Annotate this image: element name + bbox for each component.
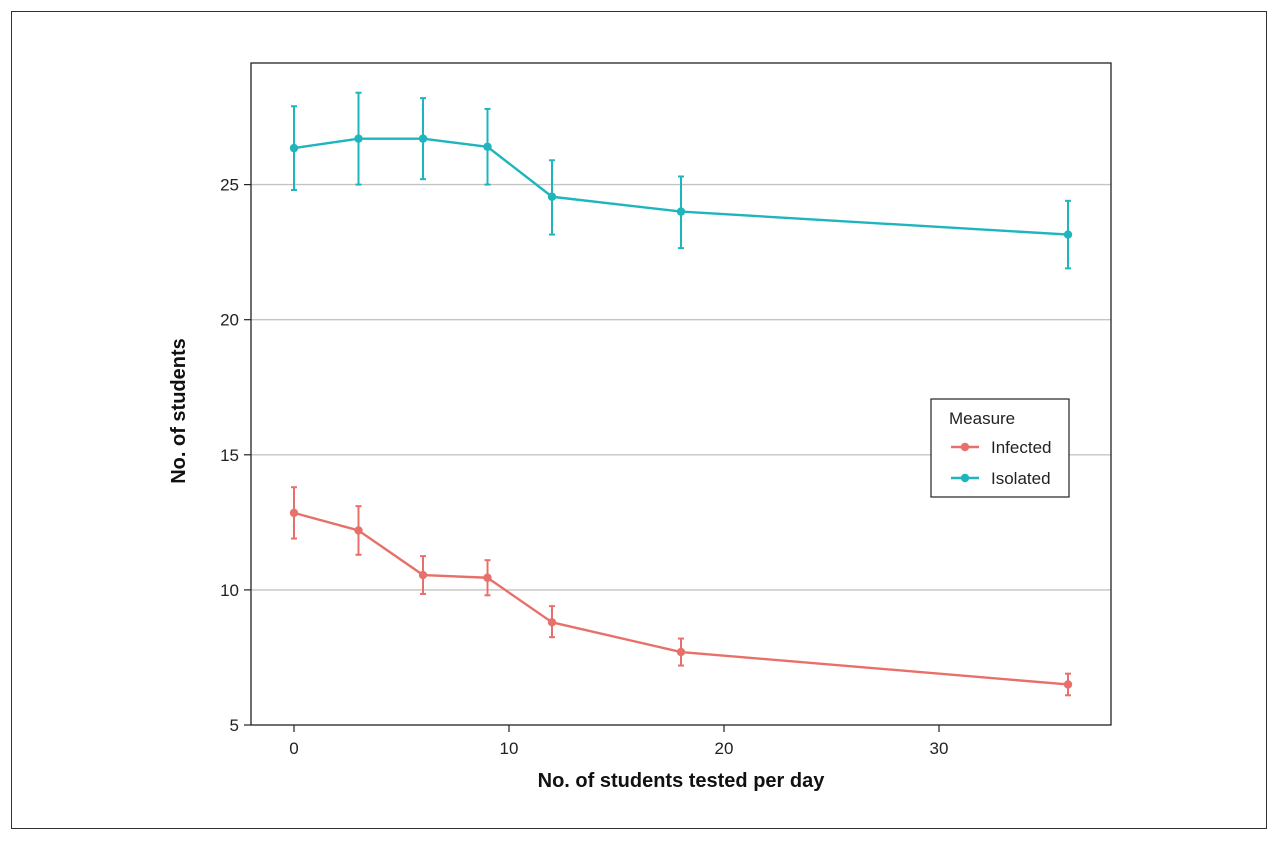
data-point-infected-6	[1063, 680, 1073, 689]
legend-label-infected: Infected	[991, 438, 1052, 457]
x-tick-label-0: 0	[289, 739, 298, 758]
y-tick-label-10: 10	[220, 581, 239, 600]
series-isolated	[289, 91, 1073, 270]
data-point-isolated-4	[547, 192, 557, 201]
data-point-isolated-6	[1063, 230, 1073, 239]
legend-title: Measure	[949, 409, 1015, 428]
x-tick-label-10: 10	[500, 739, 519, 758]
data-point-infected-2	[418, 570, 428, 580]
y-tick-label-5: 5	[230, 716, 239, 735]
data-point-isolated-3	[483, 142, 492, 151]
legend-marker-infected	[960, 442, 970, 452]
data-point-infected-3	[483, 573, 492, 582]
data-point-isolated-0	[289, 143, 299, 153]
data-point-infected-0	[289, 508, 299, 518]
legend-label-isolated: Isolated	[991, 469, 1051, 488]
series-layer	[289, 91, 1073, 697]
series-infected	[289, 486, 1073, 697]
data-point-infected-4	[547, 618, 557, 627]
legend: Measure Infected Isolated	[930, 398, 1070, 498]
y-axis-title: No. of students	[168, 338, 190, 484]
data-point-infected-1	[354, 526, 363, 535]
data-point-infected-5	[676, 647, 686, 657]
legend-marker-isolated	[960, 473, 970, 483]
y-tick-label-20: 20	[220, 311, 239, 330]
data-point-isolated-1	[354, 134, 363, 143]
plot-area	[250, 62, 1112, 726]
data-point-isolated-2	[418, 134, 428, 143]
axes: 5 10 15 20 25 0 10 20 30	[220, 176, 948, 758]
x-tick-label-20: 20	[715, 739, 734, 758]
data-point-isolated-5	[676, 207, 686, 216]
y-tick-label-25: 25	[220, 176, 239, 195]
x-tick-label-30: 30	[930, 739, 949, 758]
x-axis-title: No. of students tested per day	[538, 770, 826, 792]
y-tick-label-15: 15	[220, 446, 239, 465]
